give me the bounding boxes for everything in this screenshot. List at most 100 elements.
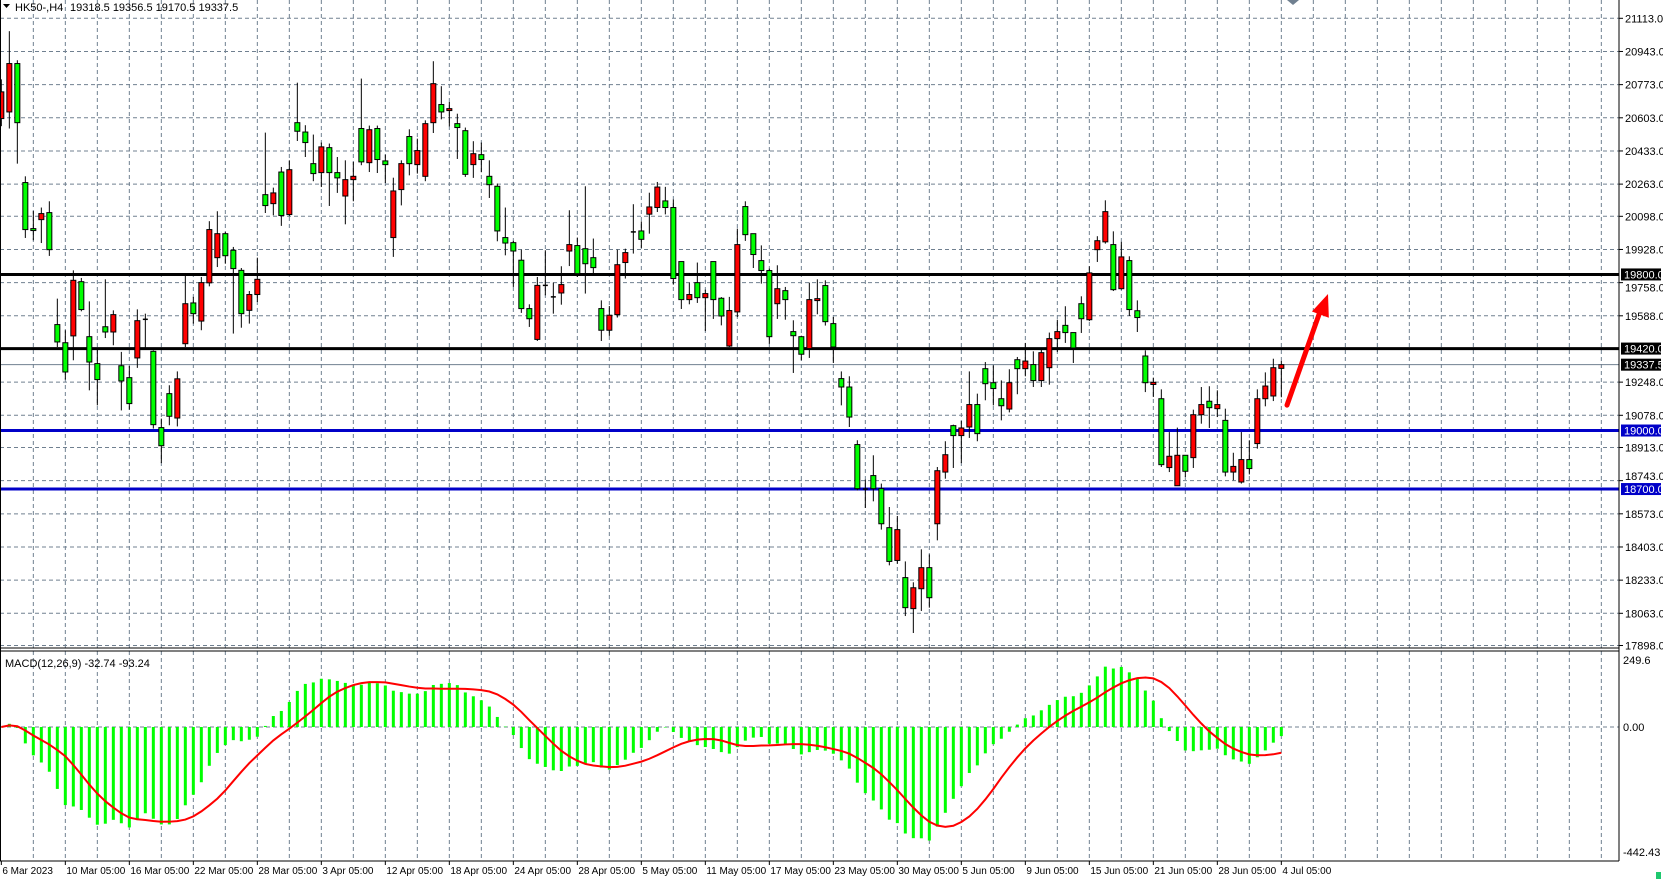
- symbol-timeframe: HK50-,H4: [15, 2, 63, 14]
- candle-bear: [222, 233, 229, 257]
- arrow-head-icon: [1311, 293, 1329, 318]
- time-tick-label: 24 Apr 05:00: [514, 866, 571, 877]
- macd-histogram-bar: [815, 727, 819, 750]
- candle-bull: [134, 320, 141, 359]
- macd-histogram-bar: [39, 727, 43, 763]
- time-tick-label: 28 Mar 05:00: [258, 866, 317, 877]
- macd-histogram-bar: [783, 727, 787, 745]
- macd-histogram-bar: [119, 727, 123, 824]
- macd-histogram-bar: [1143, 690, 1147, 727]
- macd-histogram-bar: [767, 727, 771, 744]
- macd-label: MACD(12,26,9) -32.74 -93.24: [5, 658, 150, 670]
- arrow-shaft: [1284, 303, 1325, 408]
- candle-bull: [1254, 398, 1261, 445]
- candle-bull: [1174, 454, 1181, 487]
- macd-histogram-bar: [695, 727, 699, 746]
- candle-bull: [430, 83, 437, 124]
- candle-bull: [814, 298, 821, 302]
- price-tick-label: 18403.0: [1625, 542, 1663, 554]
- candle-bear: [406, 136, 413, 165]
- macd-histogram-bar: [959, 727, 963, 787]
- candle-bear: [758, 260, 765, 272]
- macd-histogram-bar: [591, 727, 595, 763]
- macd-histogram-bar: [263, 725, 267, 727]
- candle-bear: [382, 160, 389, 166]
- price-tick-label: 19928.0: [1625, 244, 1663, 256]
- macd-histogram-bar: [1271, 727, 1275, 743]
- candle-bull: [254, 278, 261, 296]
- time-tick-label: 28 Apr 05:00: [578, 866, 635, 877]
- macd-histogram-bar: [599, 727, 603, 768]
- macd-histogram-bar: [1207, 727, 1211, 750]
- macd-histogram-bar: [567, 727, 571, 767]
- macd-histogram-bar: [935, 727, 939, 827]
- level-price-label-box: [1621, 424, 1661, 437]
- price-tick-label: 17898.0: [1625, 640, 1663, 652]
- time-tick-label: 15 Jun 05:00: [1090, 866, 1148, 877]
- candle-bull: [1270, 367, 1277, 397]
- macd-histogram-bar: [423, 691, 427, 727]
- macd-signal-line: [1, 676, 1282, 828]
- macd-histogram-bar: [583, 727, 587, 764]
- candle-bear: [294, 122, 301, 132]
- candle-bull: [566, 244, 573, 252]
- macd-histogram-bar: [31, 727, 35, 756]
- macd-histogram-bar: [807, 727, 811, 753]
- macd-histogram-bar: [903, 727, 907, 834]
- chart-shift-marker-icon[interactable]: [1287, 0, 1299, 5]
- candle-bull: [910, 587, 917, 610]
- dropdown-triangle-icon[interactable]: [3, 4, 10, 8]
- macd-histogram-bar: [63, 727, 67, 806]
- candle-bear: [334, 172, 341, 179]
- macd-histogram-bar: [863, 727, 867, 794]
- time-tick-label: 11 May 05:00: [706, 866, 766, 877]
- macd-histogram-bar: [1279, 727, 1283, 737]
- candle-bull: [958, 427, 965, 437]
- candle-bear: [478, 154, 485, 161]
- macd-histogram-bar: [1047, 704, 1051, 727]
- candle-bear: [518, 259, 525, 310]
- level-price-label: 19800.0: [1624, 269, 1663, 281]
- candle-bear: [766, 270, 773, 338]
- level-price-label-box: [1621, 268, 1661, 281]
- candle-bull: [446, 108, 453, 112]
- candle-bear: [486, 175, 493, 186]
- macd-histogram-bar: [383, 685, 387, 727]
- macd-histogram-bar: [687, 727, 691, 742]
- macd-histogram-bar: [1183, 727, 1187, 751]
- macd-histogram-bar: [943, 727, 947, 813]
- macd-histogram-bar: [711, 727, 715, 749]
- candle-bull: [806, 299, 813, 350]
- macd-histogram-bar: [327, 679, 331, 727]
- macd-histogram-bar: [391, 690, 395, 727]
- candle-bull: [70, 279, 77, 337]
- candle-bear: [86, 336, 93, 363]
- macd-histogram-bar: [759, 727, 763, 737]
- macd-histogram-bar: [471, 696, 475, 727]
- macd-histogram-bar: [87, 727, 91, 818]
- macd-histogram-bar: [991, 727, 995, 745]
- candle-bull: [726, 310, 733, 347]
- candle-bear: [990, 382, 997, 390]
- price-tick-label: 19248.0: [1625, 377, 1663, 389]
- macd-histogram-bar: [1111, 668, 1115, 727]
- macd-histogram-bar: [375, 683, 379, 727]
- candle-bull: [1094, 240, 1101, 251]
- candle-bull: [918, 567, 925, 590]
- macd-histogram-bar: [95, 727, 99, 825]
- macd-histogram-bar: [679, 727, 683, 738]
- level-price-label: 18700.0: [1624, 484, 1663, 496]
- macd-histogram-bar: [1223, 727, 1227, 756]
- macd-histogram-bar: [1191, 727, 1195, 752]
- macd-histogram-bar: [639, 727, 643, 748]
- level-price-label: 19000.0: [1624, 426, 1663, 438]
- price-tick-label: 18913.0: [1625, 442, 1663, 454]
- candle-bull: [942, 454, 949, 473]
- candle-bear: [158, 427, 165, 447]
- macd-histogram-bar: [975, 727, 979, 766]
- price-tick-label: 20603.0: [1625, 113, 1663, 125]
- candle-bull: [606, 314, 613, 331]
- candle-bear: [278, 171, 285, 217]
- candle-bear: [742, 206, 749, 236]
